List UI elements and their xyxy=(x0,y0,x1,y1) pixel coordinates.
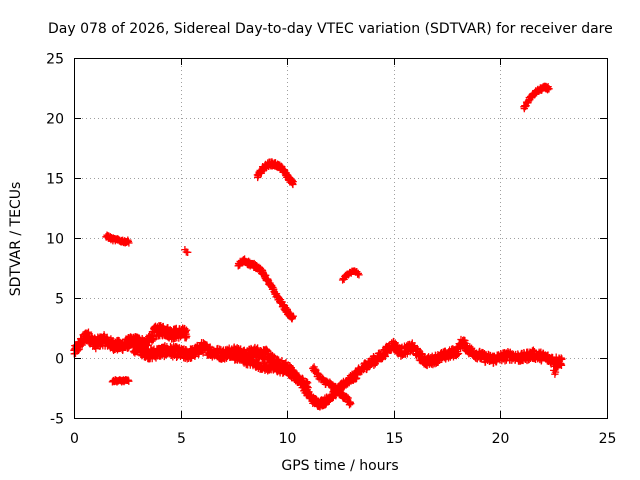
data-point xyxy=(84,328,93,336)
data-points xyxy=(70,82,566,411)
x-tick-label: 5 xyxy=(177,431,186,447)
data-point xyxy=(295,372,303,380)
data-point xyxy=(381,352,389,361)
y-tick-label: 0 xyxy=(55,352,64,368)
x-tick-label: 0 xyxy=(70,431,79,447)
y-tick-label: -5 xyxy=(50,412,64,428)
x-tick-label: 20 xyxy=(492,431,510,447)
data-point xyxy=(305,388,313,396)
data-point xyxy=(289,177,297,186)
data-point xyxy=(125,377,133,385)
data-point xyxy=(289,312,297,320)
data-point xyxy=(125,239,133,247)
x-axis-label: GPS time / hours xyxy=(281,458,398,474)
data-point xyxy=(347,400,355,408)
y-tick-label: 20 xyxy=(46,112,64,128)
data-point xyxy=(199,349,207,357)
x-tick-label: 15 xyxy=(386,431,404,447)
y-tick-label: 25 xyxy=(46,52,64,68)
plot-frame xyxy=(74,58,608,419)
x-tick-label: 25 xyxy=(599,431,617,447)
y-axis-label: SDTVAR / TECUs xyxy=(8,182,24,297)
y-tick-label: 15 xyxy=(46,172,64,188)
data-point xyxy=(453,350,462,358)
data-point xyxy=(149,334,158,342)
chart-title: Day 078 of 2026, Sidereal Day-to-day VTE… xyxy=(48,21,613,37)
y-tick-label: 10 xyxy=(46,232,64,248)
data-point xyxy=(184,248,192,256)
axis-ticks: 0 5 10 15 20 25 -5 0 5 10 15 20 25 xyxy=(46,52,616,448)
data-point xyxy=(557,355,566,363)
data-point xyxy=(551,368,560,376)
y-tick-label: 5 xyxy=(55,292,64,308)
data-point xyxy=(454,349,463,358)
data-point xyxy=(183,332,191,341)
x-tick-label: 10 xyxy=(279,431,297,447)
data-point xyxy=(355,271,363,279)
data-point xyxy=(182,326,191,334)
data-point xyxy=(545,85,553,93)
